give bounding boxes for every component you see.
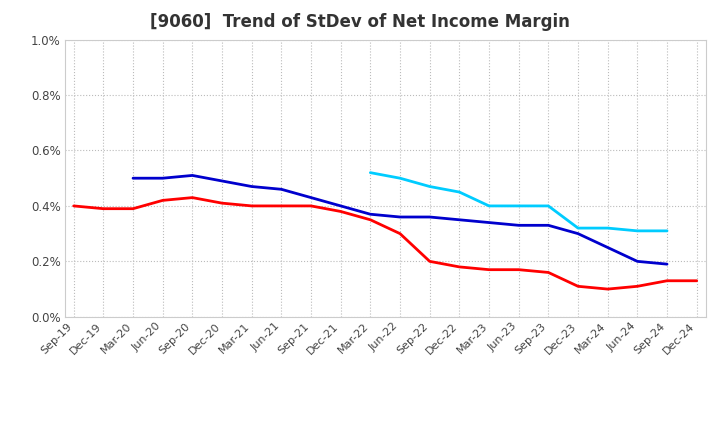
3 Years — [426, 259, 434, 264]
7 Years — [514, 203, 523, 209]
5 Years — [574, 231, 582, 236]
Line: 7 Years: 7 Years — [370, 172, 667, 231]
5 Years — [396, 214, 405, 220]
7 Years — [544, 203, 553, 209]
Line: 5 Years: 5 Years — [133, 176, 667, 264]
3 Years — [603, 286, 612, 292]
3 Years — [307, 203, 315, 209]
7 Years — [396, 176, 405, 181]
5 Years — [277, 187, 286, 192]
3 Years — [544, 270, 553, 275]
7 Years — [366, 170, 374, 175]
7 Years — [633, 228, 642, 234]
3 Years — [633, 284, 642, 289]
5 Years — [129, 176, 138, 181]
3 Years — [99, 206, 108, 211]
Line: 3 Years: 3 Years — [73, 198, 697, 289]
3 Years — [485, 267, 493, 272]
3 Years — [217, 201, 226, 206]
3 Years — [188, 195, 197, 200]
5 Years — [426, 214, 434, 220]
3 Years — [158, 198, 167, 203]
5 Years — [603, 245, 612, 250]
7 Years — [455, 189, 464, 194]
Text: [9060]  Trend of StDev of Net Income Margin: [9060] Trend of StDev of Net Income Marg… — [150, 13, 570, 31]
3 Years — [129, 206, 138, 211]
3 Years — [693, 278, 701, 283]
7 Years — [426, 184, 434, 189]
3 Years — [366, 217, 374, 222]
3 Years — [248, 203, 256, 209]
5 Years — [544, 223, 553, 228]
5 Years — [366, 212, 374, 217]
7 Years — [485, 203, 493, 209]
5 Years — [662, 261, 671, 267]
5 Years — [514, 223, 523, 228]
5 Years — [455, 217, 464, 222]
3 Years — [455, 264, 464, 270]
3 Years — [69, 203, 78, 209]
5 Years — [336, 203, 345, 209]
7 Years — [603, 225, 612, 231]
5 Years — [188, 173, 197, 178]
3 Years — [514, 267, 523, 272]
3 Years — [574, 284, 582, 289]
3 Years — [396, 231, 405, 236]
5 Years — [633, 259, 642, 264]
3 Years — [662, 278, 671, 283]
5 Years — [217, 178, 226, 183]
5 Years — [485, 220, 493, 225]
3 Years — [336, 209, 345, 214]
7 Years — [662, 228, 671, 234]
3 Years — [277, 203, 286, 209]
5 Years — [307, 195, 315, 200]
7 Years — [574, 225, 582, 231]
5 Years — [158, 176, 167, 181]
5 Years — [248, 184, 256, 189]
